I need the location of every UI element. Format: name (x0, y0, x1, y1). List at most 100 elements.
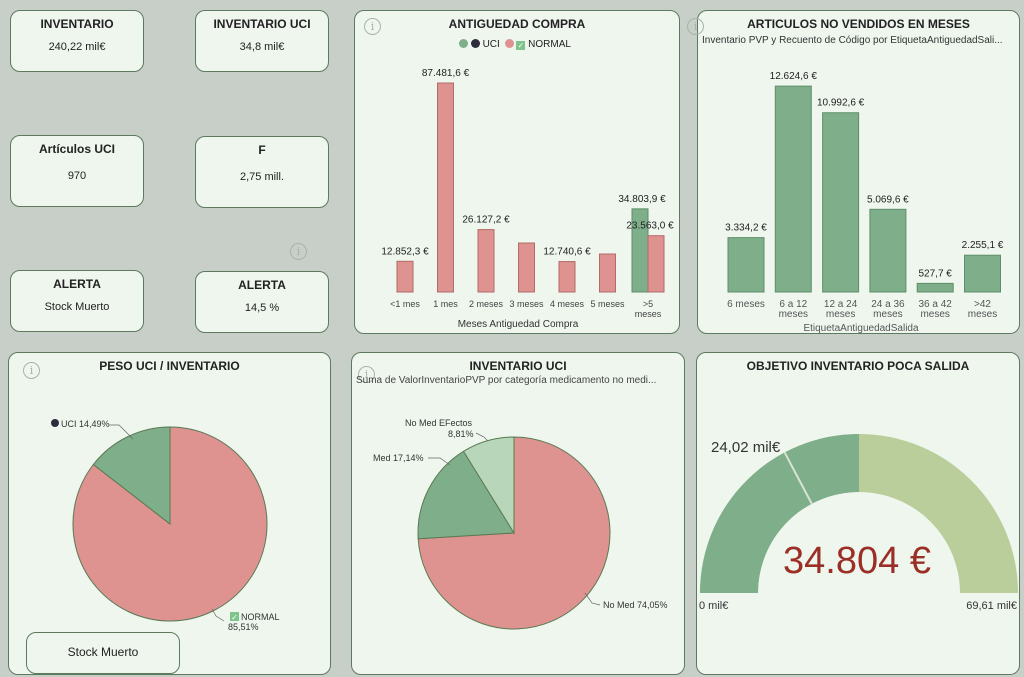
objetivo-panel: OBJETIVO INVENTARIO POCA SALIDA 24,02 mi… (696, 352, 1020, 675)
bar (822, 112, 860, 293)
x-tick-label: 36 a 42 (919, 299, 953, 310)
antiguedad-bar-chart: 12.852,3 € <1 mes 87.481,6 € 1 mes 26.127,2 … (381, 68, 674, 330)
legend-normal-icon (504, 39, 514, 48)
bar-label: 3.334,2 € (725, 223, 767, 234)
bar-label: 10.992,6 € (817, 98, 865, 109)
info-icon[interactable]: i (23, 362, 40, 379)
gauge-target-line (783, 451, 813, 505)
pie-slice (417, 450, 515, 540)
x-tick-label: meses (779, 309, 808, 320)
bar-normal (477, 229, 495, 293)
kpi-title: INVENTARIO (40, 17, 114, 31)
chart-legend: UCI ✓ NORMAL (459, 39, 571, 50)
x-tick-label: 2 meses (469, 299, 504, 309)
gauge-target-label: 24,02 mil€ (711, 439, 781, 456)
check-mark: ✓ (231, 613, 238, 622)
x-tick-label: 4 meses (550, 299, 585, 309)
legend-uci-icon (459, 39, 468, 48)
gauge-max-label: 69,61 mil€ (966, 600, 1017, 612)
x-tick-label: <1 mes (390, 299, 420, 309)
pie-label: UCI 14,49% (61, 419, 110, 429)
pie-label: No Med 74,05% (603, 600, 668, 610)
inventario-uci-panel: i INVENTARIO UCI Suma de ValorInventario… (351, 352, 685, 675)
bar-normal (396, 260, 414, 293)
gauge-fill (700, 434, 859, 593)
bar-normal (558, 261, 576, 293)
info-icon[interactable]: i (290, 243, 307, 260)
panel-title: PESO UCI / INVENTARIO (99, 359, 240, 373)
panel-title: OBJETIVO INVENTARIO POCA SALIDA (746, 359, 970, 373)
kpi-alerta-stock[interactable]: ALERTA Stock Muerto (10, 270, 144, 332)
x-tick-label: 3 meses (509, 299, 544, 309)
info-icon[interactable]: i (687, 18, 704, 35)
x-tick-label: meses (635, 309, 662, 319)
antiguedad-compra-panel: i ANTIGUEDAD COMPRA UCI ✓ NORMAL 12.852,… (354, 10, 680, 334)
kpi-articulos-uci[interactable]: Artículos UCI 970 (10, 135, 144, 207)
panel-title: ANTIGUEDAD COMPRA (448, 17, 586, 31)
kpi-title: Artículos UCI (38, 142, 115, 156)
pie-label: 85,51% (228, 622, 259, 632)
kpi-alerta-pct[interactable]: ALERTA 14,5 % (195, 271, 329, 333)
bar-label: 527,7 € (919, 268, 953, 279)
leader-line (475, 432, 489, 442)
x-tick-label: >42 (974, 299, 991, 310)
x-axis-label: Meses Antiguedad Compra (458, 319, 579, 330)
kpi-f[interactable]: F 2,75 mill. (195, 136, 329, 208)
kpi-inventario-uci[interactable]: INVENTARIO UCI 34,8 mil€ (195, 10, 329, 72)
panel-title: ARTICULOS NO VENDIDOS EN MESES (747, 17, 970, 31)
bar (869, 208, 907, 293)
bar-label: 87.481,6 € (422, 68, 470, 79)
gauge-value: 34.804 € (783, 540, 931, 582)
x-tick-label: meses (873, 309, 902, 320)
bar-normal (518, 242, 535, 293)
check-square-icon: ✓ (516, 41, 526, 50)
leader-line (109, 424, 134, 440)
kpi-inventario[interactable]: INVENTARIO 240,22 mil€ (10, 10, 144, 72)
bar-normal (599, 253, 616, 293)
bar-normal (647, 235, 665, 293)
stock-muerto-button[interactable]: Stock Muerto (26, 632, 180, 674)
kpi-value: 34,8 mil€ (239, 41, 285, 53)
leader-line (211, 608, 225, 622)
x-tick-label: meses (920, 309, 949, 320)
bar-label: 12.624,6 € (770, 71, 818, 82)
legend-label: UCI (482, 39, 500, 50)
bar-label: 12.740,6 € (543, 247, 591, 258)
pie-label: NORMAL (241, 612, 280, 622)
kpi-title: INVENTARIO UCI (213, 17, 311, 31)
bar-label: 2.255,1 € (962, 240, 1004, 251)
pie-label: No Med EFectos (405, 418, 473, 428)
kpi-title: ALERTA (238, 278, 286, 292)
x-tick-label: 24 a 36 (871, 299, 905, 310)
x-tick-label: 12 a 24 (824, 299, 858, 310)
peso-uci-panel: i PESO UCI / INVENTARIO UCI 14,49% ✓ NORMA… (8, 352, 331, 675)
kpi-title: ALERTA (53, 277, 101, 291)
pie-label: 8,81% (448, 429, 474, 439)
bar (916, 282, 954, 293)
no-vendidos-panel: i ARTICULOS NO VENDIDOS EN MESES Inventa… (687, 10, 1020, 334)
info-icon[interactable]: i (364, 18, 381, 35)
kpi-value: 970 (67, 170, 87, 182)
dark-circle-icon (470, 39, 480, 48)
pie-label: Med 17,14% (373, 453, 424, 463)
x-tick-label: 1 mes (433, 299, 458, 309)
x-tick-label: meses (826, 309, 855, 320)
bar-label-uci: 34.803,9 € (618, 194, 666, 205)
bar-label: 12.852,3 € (381, 246, 429, 257)
x-axis-label: EtiquetaAntiguedadSalida (803, 323, 919, 334)
panel-title: INVENTARIO UCI (469, 359, 567, 373)
kpi-value: 240,22 mil€ (48, 41, 106, 53)
x-tick-label: 6 meses (727, 299, 765, 310)
bar-label: 26.127,2 € (462, 215, 510, 226)
legend-label: NORMAL (528, 39, 571, 50)
bar-label: 5.069,6 € (867, 194, 909, 205)
x-tick-label: 6 a 12 (779, 299, 807, 310)
objetivo-gauge-chart: 24,02 mil€ 34.804 € 0 mil€ 69,61 mil€ (699, 434, 1018, 612)
bar-label: 23.563,0 € (626, 221, 674, 232)
x-tick-label: 5 meses (590, 299, 625, 309)
x-tick-label: meses (968, 309, 997, 320)
info-icon[interactable]: i (358, 366, 375, 383)
kpi-value: Stock Muerto (44, 301, 110, 313)
